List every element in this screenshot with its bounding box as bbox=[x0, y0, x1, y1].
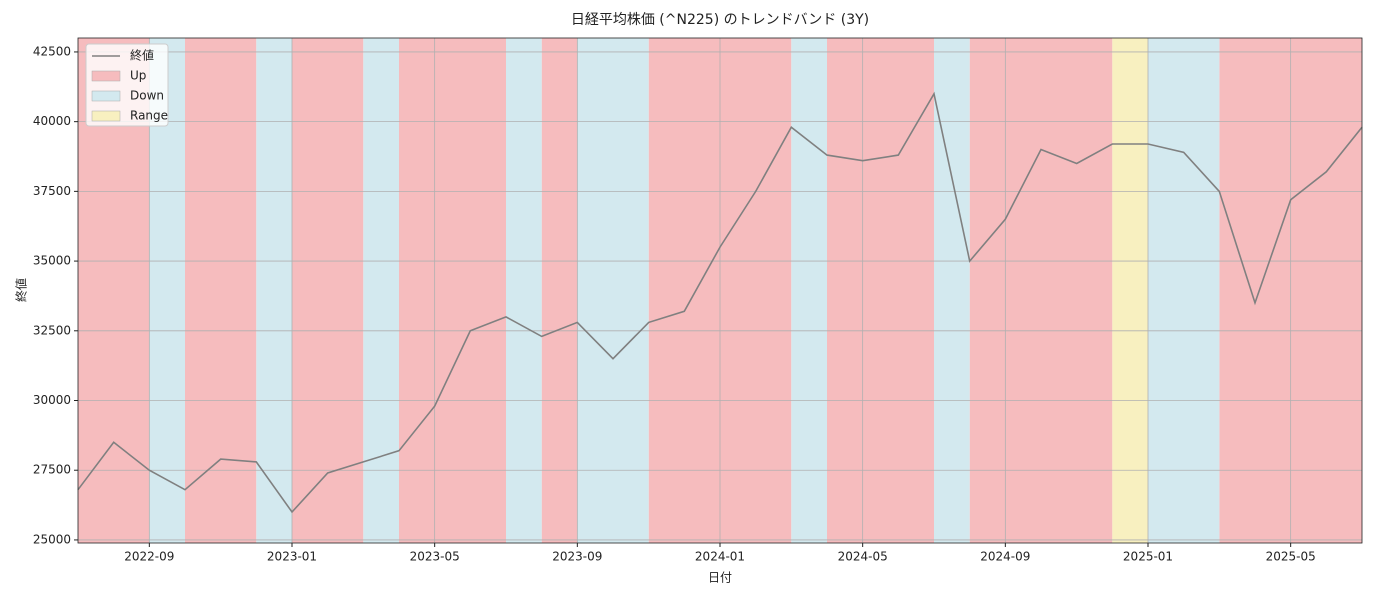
x-axis-label: 日付 bbox=[708, 571, 732, 585]
legend-label: Down bbox=[130, 89, 164, 103]
trend-band bbox=[292, 38, 364, 543]
y-tick-label: 35000 bbox=[33, 254, 71, 268]
x-tick-label: 2023-01 bbox=[267, 550, 317, 564]
trend-band bbox=[934, 38, 970, 543]
legend-swatch bbox=[91, 70, 121, 82]
legend-box bbox=[85, 43, 169, 127]
trend-band bbox=[577, 38, 649, 543]
trend-band bbox=[827, 38, 934, 543]
x-tick-label: 2025-01 bbox=[1123, 550, 1173, 564]
trend-band bbox=[1112, 38, 1148, 543]
y-tick-label: 27500 bbox=[33, 463, 71, 477]
y-tick-label: 25000 bbox=[33, 532, 71, 546]
x-tick-label: 2023-09 bbox=[552, 550, 602, 564]
y-tick-label: 37500 bbox=[33, 184, 71, 198]
x-tick-label: 2024-09 bbox=[980, 550, 1030, 564]
x-tick-label: 2024-01 bbox=[695, 550, 745, 564]
trend-band bbox=[506, 38, 542, 543]
y-tick-label: 32500 bbox=[33, 323, 71, 337]
y-tick-label: 40000 bbox=[33, 114, 71, 128]
x-tick-label: 2024-05 bbox=[838, 550, 888, 564]
plot-frame bbox=[77, 37, 1363, 544]
legend-label: Up bbox=[130, 69, 146, 83]
trend-band bbox=[1148, 38, 1220, 543]
legend-label: Range bbox=[130, 109, 168, 123]
legend-swatch bbox=[91, 110, 121, 122]
trend-band bbox=[791, 38, 827, 543]
x-tick-label: 2023-05 bbox=[410, 550, 460, 564]
y-tick-label: 30000 bbox=[33, 393, 71, 407]
trend-band bbox=[185, 38, 257, 543]
legend-swatch bbox=[91, 90, 121, 102]
chart-title: 日経平均株価 (^N225) のトレンドバンド (3Y) bbox=[571, 12, 869, 28]
x-tick-label: 2025-05 bbox=[1266, 550, 1316, 564]
x-tick-label: 2022-09 bbox=[124, 550, 174, 564]
trend-band bbox=[969, 38, 1113, 543]
trend-band bbox=[363, 38, 399, 543]
trend-band bbox=[256, 38, 292, 543]
trend-band bbox=[541, 38, 578, 543]
price-line bbox=[77, 91, 1363, 514]
trend-band bbox=[399, 38, 506, 543]
y-tick-label: 42500 bbox=[33, 44, 71, 58]
legend-label: 終値 bbox=[130, 48, 154, 63]
y-axis-label: 終値 bbox=[14, 278, 29, 302]
